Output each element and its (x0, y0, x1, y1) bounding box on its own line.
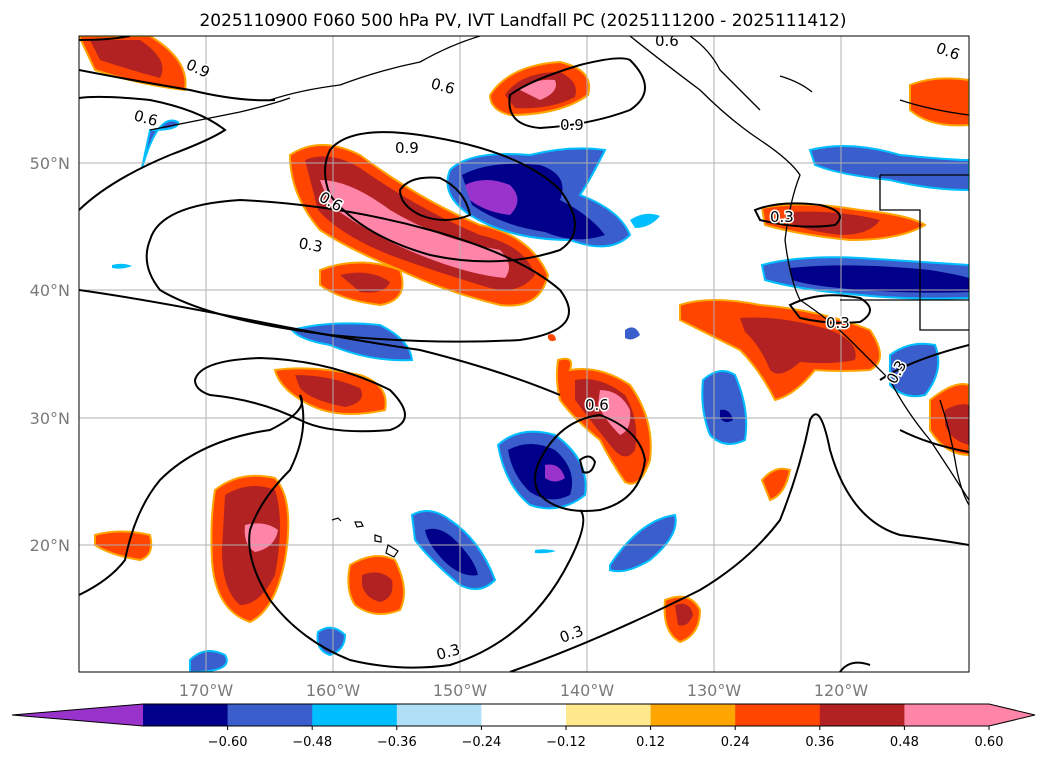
colorbar-tick-label: −0.24 (461, 735, 501, 750)
colorbar-tick-label: −0.12 (546, 735, 586, 750)
longitude-labels: 170°W 160°W 150°W 140°W 130°W 120°W (179, 681, 869, 700)
lat-label: 30°N (30, 409, 70, 428)
colorbar-bin (396, 704, 482, 726)
contour-label: 0.6 (655, 32, 679, 50)
colorbar-bin (904, 704, 990, 726)
colorbar-tick-label: 0.36 (805, 735, 834, 750)
colorbar: −0.60 −0.48 −0.36 −0.24 −0.12 0.12 0.24 0.36 0.4… (11, 703, 1036, 750)
contour-label: 0.6 (585, 396, 609, 414)
colorbar-bin (735, 704, 821, 726)
lon-label: 120°W (814, 681, 869, 700)
lon-label: 150°W (433, 681, 488, 700)
colorbar-bin (819, 704, 905, 726)
lat-label: 20°N (30, 536, 70, 555)
contour-label: 0.9 (560, 116, 584, 134)
colorbar-extend-max (989, 704, 1035, 726)
coastlines (149, 36, 969, 506)
latitude-labels: 50°N 40°N 30°N 20°N (30, 154, 70, 555)
contour-label: 0.3 (770, 208, 794, 226)
map-panel: 0.9 0.6 0.6 0.9 0.9 0.6 0.3 0.6 0.3 0.3 … (78, 32, 970, 673)
colorbar-outline (11, 703, 1036, 727)
colorbar-tick-label: 0.12 (636, 735, 665, 750)
colorbar-tick-label: −0.36 (377, 735, 417, 750)
colorbar-tick-label: 0.24 (721, 735, 750, 750)
lat-label: 40°N (30, 281, 70, 300)
shade-negative (290, 322, 414, 362)
shade-negative (808, 145, 969, 192)
colorbar-tick-label: −0.60 (208, 735, 248, 750)
colorbar-tick-label: 0.60 (975, 735, 1004, 750)
map-title: 2025110900 F060 500 hPa PV, IVT Landfall… (199, 11, 846, 31)
colorbar-bin (566, 704, 652, 726)
colorbar-bin (312, 704, 398, 726)
contour-label: 0.9 (395, 139, 419, 157)
colorbar-extend-min (12, 704, 143, 726)
hawaii-islands (331, 517, 399, 558)
colorbar-bin (481, 704, 567, 726)
pv-shading (79, 36, 969, 672)
lat-label: 50°N (30, 154, 70, 173)
map-frame (78, 35, 970, 673)
colorbar-bin (143, 704, 229, 726)
colorbar-bin (650, 704, 736, 726)
colorbar-tick-label: −0.48 (292, 735, 332, 750)
shade-negative (701, 370, 748, 445)
lon-label: 140°W (560, 681, 615, 700)
colorbar-tick-label: 0.48 (890, 735, 919, 750)
graticule (79, 36, 969, 672)
ivt-contours (79, 36, 969, 672)
lon-label: 170°W (179, 681, 234, 700)
lon-label: 130°W (687, 681, 742, 700)
colorbar-bin (227, 704, 313, 726)
contour-label: 0.3 (826, 314, 850, 332)
lon-label: 160°W (306, 681, 361, 700)
contour-label: 0.3 (297, 234, 324, 256)
